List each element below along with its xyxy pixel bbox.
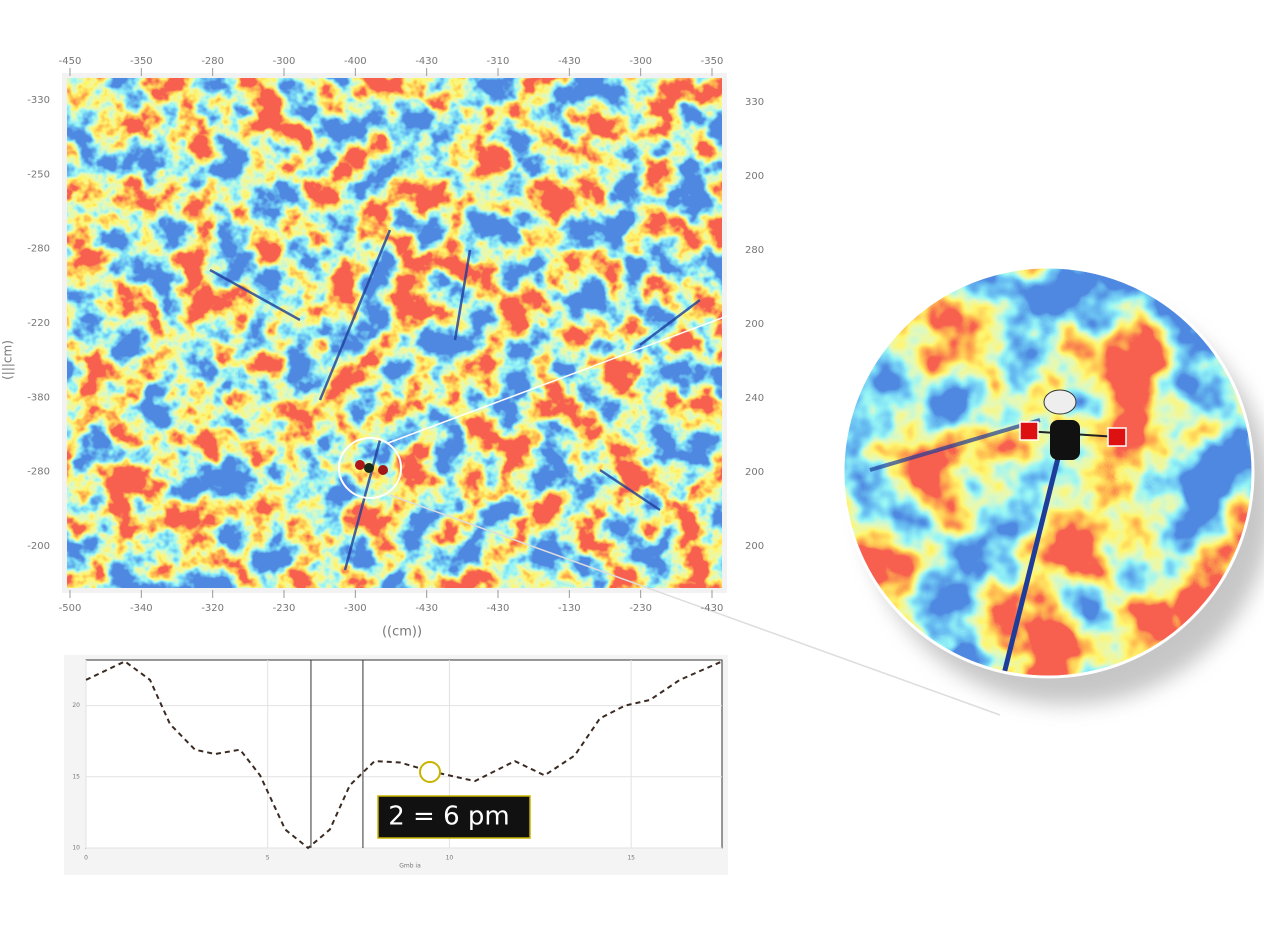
right-label: 200 bbox=[745, 467, 764, 478]
left-label: -280 bbox=[27, 467, 50, 478]
y-tick-label: 20 bbox=[72, 702, 80, 709]
right-label: 280 bbox=[745, 245, 764, 256]
x-tick-label: 0 bbox=[84, 855, 88, 862]
left-label: -380 bbox=[27, 392, 50, 403]
right-label: 330 bbox=[745, 97, 764, 108]
top-label: -300 bbox=[629, 56, 652, 67]
magnifier-border bbox=[841, 265, 1255, 679]
right-label: 200 bbox=[745, 171, 764, 182]
right-label: 200 bbox=[745, 319, 764, 330]
bottom-label: -300 bbox=[344, 603, 367, 614]
left-label: -280 bbox=[27, 244, 50, 255]
left-label: -250 bbox=[27, 169, 50, 180]
x-tick-label: 15 bbox=[627, 855, 635, 862]
left-label: -330 bbox=[27, 95, 50, 106]
top-label: -430 bbox=[415, 56, 438, 67]
y-tick-label: 15 bbox=[72, 773, 80, 780]
bottom-label: -430 bbox=[487, 603, 510, 614]
top-label: -280 bbox=[201, 56, 224, 67]
bottom-label: -500 bbox=[59, 603, 82, 614]
y-tick-label: 10 bbox=[72, 845, 80, 852]
top-label: -450 bbox=[59, 56, 82, 67]
left-label: -200 bbox=[27, 541, 50, 552]
top-label: -350 bbox=[130, 56, 153, 67]
streaks bbox=[209, 229, 701, 571]
bottom-label: -430 bbox=[701, 603, 724, 614]
callout-line bbox=[389, 494, 1001, 716]
top-label: -400 bbox=[344, 56, 367, 67]
callout-line bbox=[387, 269, 851, 444]
bottom-label: -230 bbox=[273, 603, 296, 614]
magnifier bbox=[843, 267, 1253, 677]
feature bbox=[364, 463, 374, 473]
x-axis-label: ((cm)) bbox=[382, 625, 422, 640]
right-label: 240 bbox=[745, 393, 764, 404]
callout-circle bbox=[338, 437, 402, 499]
x-axis-label: Gmb ia bbox=[399, 863, 421, 870]
annotation-box bbox=[377, 795, 531, 839]
right-label: 200 bbox=[745, 541, 764, 552]
top-label: -300 bbox=[273, 56, 296, 67]
top-label: -430 bbox=[558, 56, 581, 67]
highlight-marker bbox=[419, 761, 441, 783]
probe bbox=[1019, 389, 1127, 460]
feature bbox=[355, 460, 365, 470]
left-label: -220 bbox=[27, 318, 50, 329]
x-tick-label: 5 bbox=[266, 855, 270, 862]
annotation: 2 = 6 pm bbox=[388, 802, 510, 832]
bottom-label: -130 bbox=[558, 603, 581, 614]
x-tick-label: 10 bbox=[446, 855, 454, 862]
feature bbox=[378, 465, 388, 475]
bottom-label: -230 bbox=[629, 603, 652, 614]
bottom-label: -320 bbox=[201, 603, 224, 614]
bottom-label: -430 bbox=[415, 603, 438, 614]
top-label: -310 bbox=[487, 56, 510, 67]
bottom-label: -340 bbox=[130, 603, 153, 614]
y-axis-label: (|||cm) bbox=[1, 340, 15, 380]
top-label: -350 bbox=[701, 56, 724, 67]
heatmap bbox=[67, 78, 722, 588]
profile-line bbox=[85, 660, 723, 850]
